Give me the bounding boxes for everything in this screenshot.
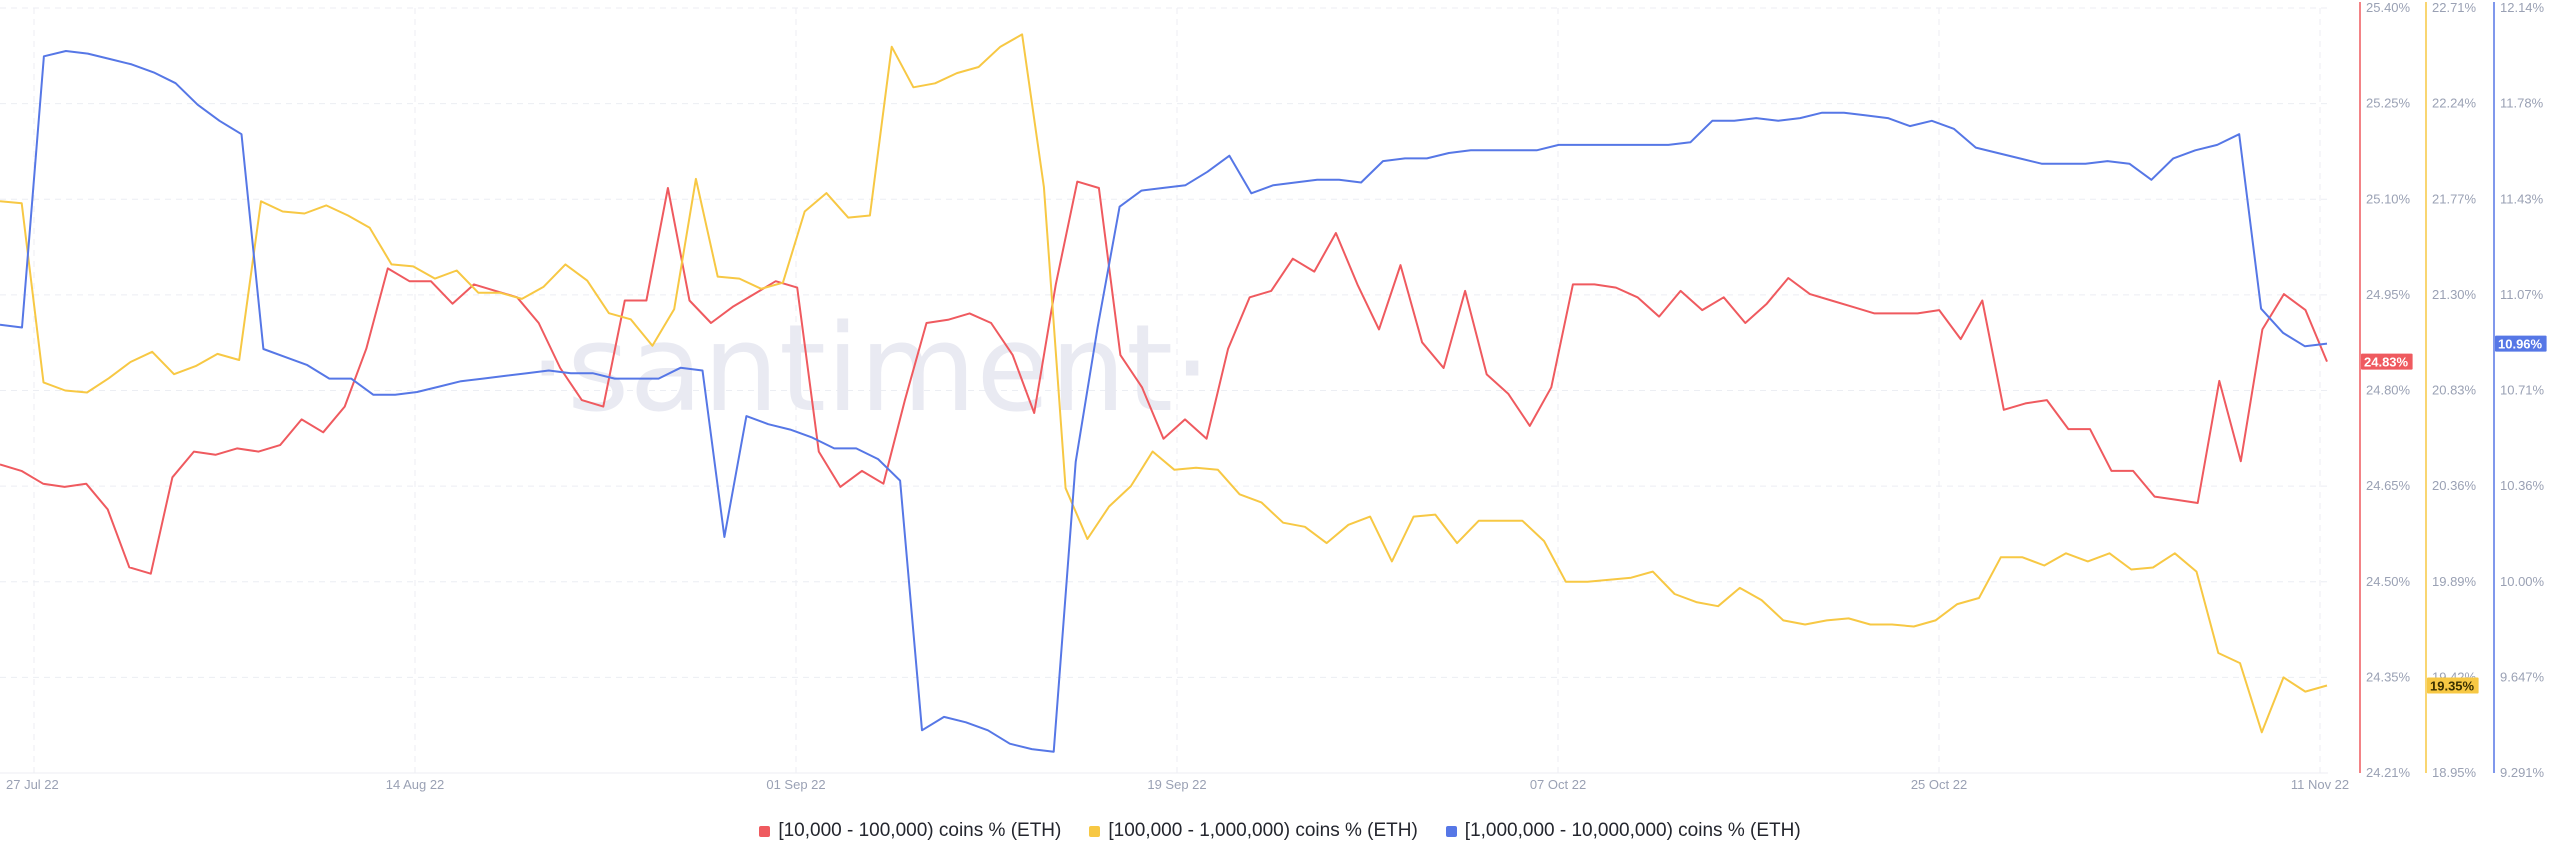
y-tick-label: 24.95% [2366, 287, 2411, 302]
last-value-label-red: 24.83% [2364, 355, 2409, 370]
last-value-label-blue: 10.96% [2498, 337, 2543, 352]
y-tick-label: 12.14% [2500, 0, 2545, 15]
y-tick-label: 24.65% [2366, 478, 2411, 493]
y-tick-label: 11.43% [2500, 191, 2544, 206]
last-value-labels: 24.83% 19.35% 10.96% [2361, 335, 2547, 694]
x-tick-label: 19 Sep 22 [1147, 777, 1206, 792]
y-tick-label: 25.40% [2366, 0, 2411, 15]
legend-item-yellow[interactable]: [100,000 - 1,000,000) coins % (ETH) [1089, 820, 1418, 842]
series-lines [0, 33, 2328, 753]
y-tick-label: 21.77% [2432, 191, 2477, 206]
y-tick-label: 25.10% [2366, 191, 2411, 206]
series-line-blue [0, 50, 2328, 753]
y-tick-label: 10.00% [2500, 574, 2545, 589]
last-value-label-yellow: 19.35% [2430, 679, 2475, 694]
y-tick-label: 24.35% [2366, 669, 2411, 684]
x-tick-label: 11 Nov 22 [2291, 777, 2349, 792]
y-tick-label: 11.78% [2500, 96, 2544, 111]
y-tick-label: 24.50% [2366, 574, 2411, 589]
y-tick-label: 22.24% [2432, 96, 2477, 111]
y-tick-label: 20.83% [2432, 383, 2477, 398]
last-value-badge-yellow [2427, 677, 2479, 694]
legend-label-red: [10,000 - 100,000) coins % (ETH) [778, 820, 1062, 841]
last-value-badge-blue [2495, 335, 2547, 352]
grid [0, 7, 2328, 774]
y-tick-label: 9.291% [2500, 765, 2545, 780]
last-value-badge-red [2361, 353, 2413, 370]
y-tick-label: 9.647% [2500, 669, 2545, 684]
y-tick-label: 20.36% [2432, 478, 2477, 493]
y-tick-label: 10.36% [2500, 478, 2545, 493]
y-tick-label: 22.71% [2432, 0, 2477, 15]
legend-label-blue: [1,000,000 - 10,000,000) coins % (ETH) [1464, 820, 1801, 841]
x-tick-label: 07 Oct 22 [1530, 777, 1586, 792]
x-tick-label: 25 Oct 22 [1911, 777, 1967, 792]
y-tick-label: 24.80% [2366, 383, 2411, 398]
legend-item-red[interactable]: [10,000 - 100,000) coins % (ETH) [759, 820, 1061, 842]
y-tick-label: 18.95% [2432, 765, 2477, 780]
legend: [10,000 - 100,000) coins % (ETH) [100,00… [0, 820, 2560, 842]
x-tick-label: 27 Jul 22 [6, 777, 59, 792]
legend-swatch-red [759, 825, 771, 837]
x-tick-label: 14 Aug 22 [386, 777, 445, 792]
y-tick-label: 19.89% [2432, 574, 2477, 589]
legend-swatch-blue [1445, 825, 1457, 837]
series-line-yellow [0, 33, 2328, 734]
y-tick-label: 21.30% [2432, 287, 2477, 302]
legend-swatch-yellow [1089, 825, 1101, 837]
y-axes: 25.40% 25.25% 25.10% 24.95% 24.80% 24.65% 24.5… [2359, 0, 2545, 780]
x-tick-label: 01 Sep 22 [766, 777, 825, 792]
y-tick-label: 11.07% [2500, 287, 2544, 302]
legend-item-blue[interactable]: [1,000,000 - 10,000,000) coins % (ETH) [1445, 820, 1801, 842]
y-tick-label: 10.71% [2500, 383, 2545, 398]
series-line-red [0, 180, 2328, 575]
y-tick-label: 25.25% [2366, 96, 2411, 111]
x-axis: 27 Jul 22 14 Aug 22 01 Sep 22 19 Sep 22 07 O… [6, 777, 2349, 792]
y-tick-label: 24.21% [2366, 765, 2411, 780]
legend-label-yellow: [100,000 - 1,000,000) coins % (ETH) [1108, 820, 1418, 841]
